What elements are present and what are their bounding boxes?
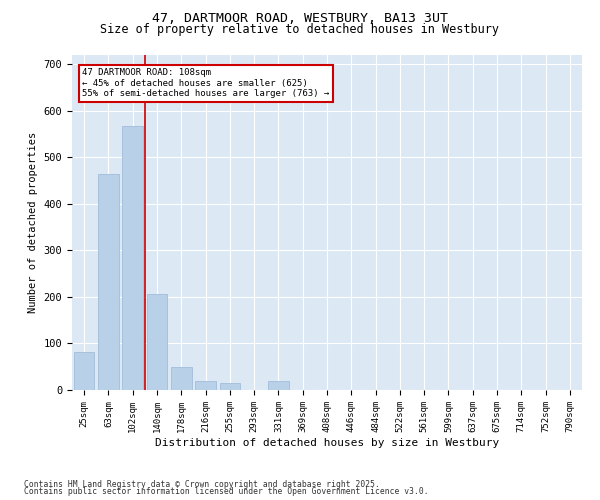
Bar xyxy=(146,294,167,390)
Y-axis label: Number of detached properties: Number of detached properties xyxy=(28,132,38,313)
Bar xyxy=(122,126,143,390)
Bar xyxy=(74,352,94,390)
Text: Contains public sector information licensed under the Open Government Licence v3: Contains public sector information licen… xyxy=(24,488,428,496)
Bar xyxy=(98,174,119,390)
Text: Size of property relative to detached houses in Westbury: Size of property relative to detached ho… xyxy=(101,22,499,36)
Bar xyxy=(171,366,191,390)
Bar xyxy=(195,380,216,390)
Bar xyxy=(268,381,289,390)
Bar xyxy=(220,383,240,390)
X-axis label: Distribution of detached houses by size in Westbury: Distribution of detached houses by size … xyxy=(155,438,499,448)
Text: 47 DARTMOOR ROAD: 108sqm
← 45% of detached houses are smaller (625)
55% of semi-: 47 DARTMOOR ROAD: 108sqm ← 45% of detach… xyxy=(82,68,329,98)
Text: 47, DARTMOOR ROAD, WESTBURY, BA13 3UT: 47, DARTMOOR ROAD, WESTBURY, BA13 3UT xyxy=(152,12,448,26)
Text: Contains HM Land Registry data © Crown copyright and database right 2025.: Contains HM Land Registry data © Crown c… xyxy=(24,480,380,489)
